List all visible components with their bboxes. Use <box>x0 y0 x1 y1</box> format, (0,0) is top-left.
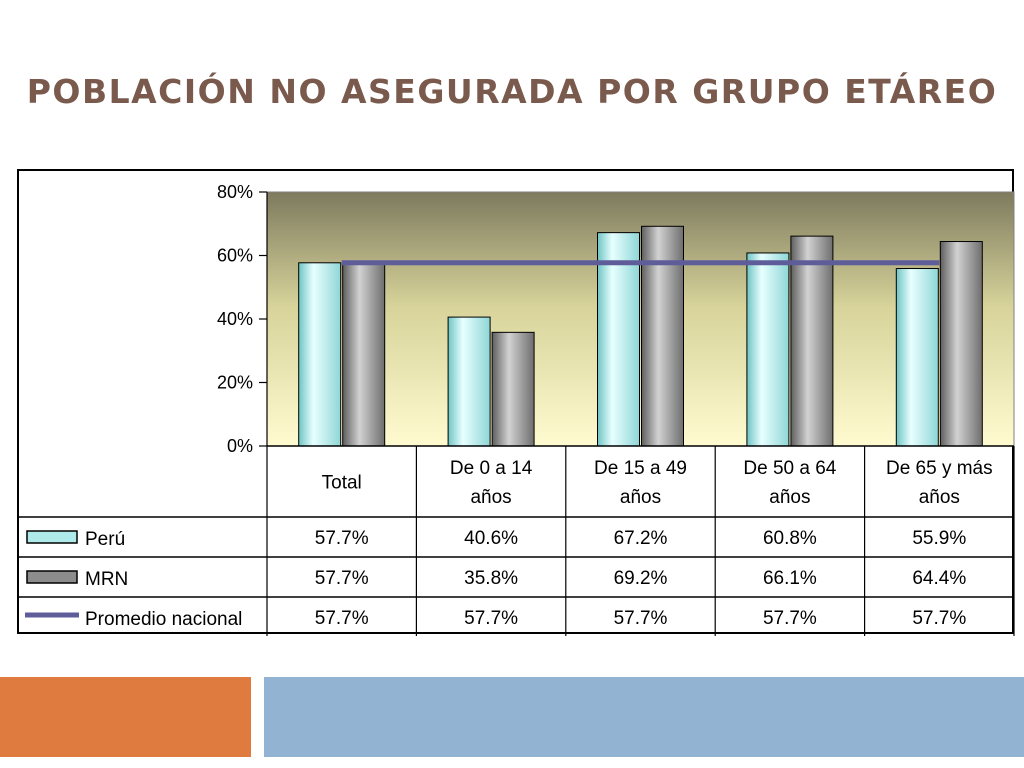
plot-area <box>266 191 1015 447</box>
table-cell: 66.1% <box>763 568 817 589</box>
table-cell: 67.2% <box>614 528 668 549</box>
category-label: años <box>470 487 511 508</box>
category-label: años <box>769 487 810 508</box>
bar-peru-3 <box>746 252 790 447</box>
table-cell: 57.7% <box>614 608 668 629</box>
bar-peru-1 <box>447 316 491 447</box>
table-cell: 40.6% <box>464 528 518 549</box>
y-tick-label: 60% <box>217 246 253 266</box>
table-cell: 35.8% <box>464 568 518 589</box>
legend-label: MRN <box>85 569 128 590</box>
table-cell: 60.8% <box>763 528 817 549</box>
bar-mrn-2 <box>641 225 684 447</box>
table-cell: 69.2% <box>614 568 668 589</box>
table-cell: 57.7% <box>315 528 369 549</box>
legend-key-1 <box>26 570 78 584</box>
y-tick-label: 80% <box>217 182 253 202</box>
table-cell: 55.9% <box>912 528 966 549</box>
bar-mrn-3 <box>790 235 834 447</box>
chart: 0% 20% 40% 60% 80% Total De 0 a 14 años De 15 a … <box>19 182 1015 636</box>
slide-title: POBLACIÓN NO ASEGURADA POR GRUPO ETÁREO <box>26 72 998 111</box>
accent-bar-blue <box>264 677 1024 757</box>
category-label: De 50 a 64 <box>743 458 836 479</box>
category-label: De 0 a 14 <box>450 458 533 479</box>
y-tick-label: 0% <box>227 436 253 456</box>
category-label: Total <box>322 473 362 494</box>
legend-label: Perú <box>85 529 125 550</box>
category-label: años <box>919 487 960 508</box>
bar-mrn-4 <box>939 241 983 447</box>
legend-label: Promedio nacional <box>85 609 242 630</box>
category-label: años <box>620 487 661 508</box>
bar-peru-2 <box>597 232 640 447</box>
chart-frame: 0% 20% 40% 60% 80% Total De 0 a 14 años De 15 a … <box>17 169 1015 636</box>
accent-bar-orange <box>0 677 251 757</box>
legend-key-0 <box>26 530 78 544</box>
bar-peru-4 <box>895 268 939 447</box>
table-cell: 57.7% <box>763 608 817 629</box>
y-tick-label: 40% <box>217 309 253 329</box>
table-cell: 57.7% <box>464 608 518 629</box>
table-cell: 57.7% <box>912 608 966 629</box>
table-cell: 64.4% <box>912 568 966 589</box>
bar-mrn-0 <box>342 262 386 447</box>
bar-mrn-1 <box>491 331 535 447</box>
table-cell: 57.7% <box>315 568 369 589</box>
bar-peru-0 <box>298 262 342 447</box>
table-cell: 57.7% <box>315 608 369 629</box>
y-tick-label: 20% <box>217 373 253 393</box>
category-label: De 15 a 49 <box>594 458 687 479</box>
category-label: De 65 y más <box>886 458 993 479</box>
